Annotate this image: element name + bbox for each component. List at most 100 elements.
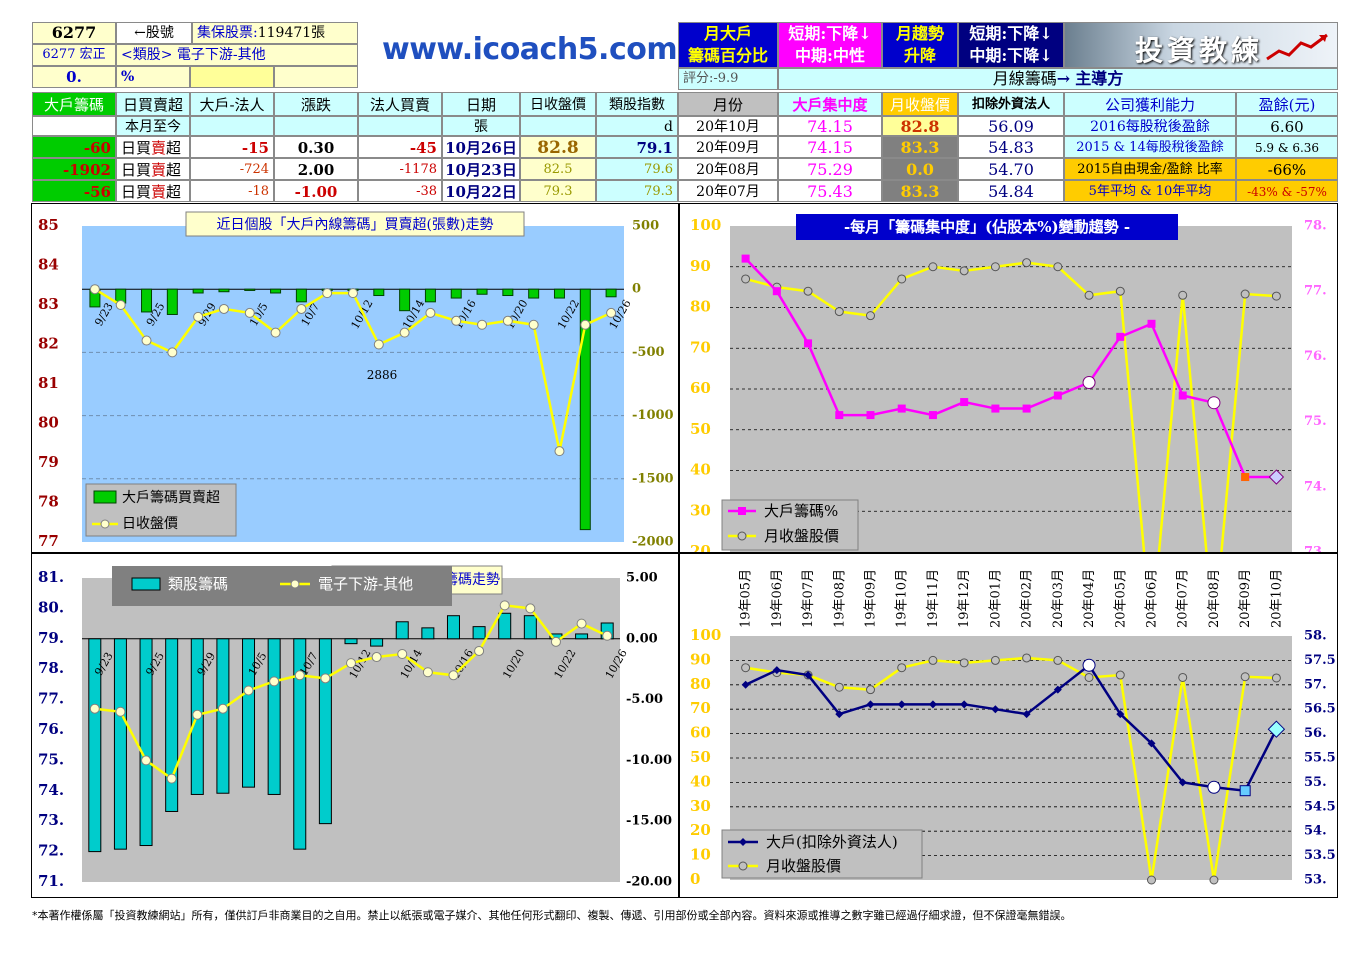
daily-header-big: 大戶籌碼: [32, 92, 116, 116]
legend-swatch-bar: [131, 577, 161, 591]
line-point: [448, 670, 459, 681]
daily-close-value: 82.8: [520, 136, 596, 158]
line-point-ex-foreign: [804, 671, 813, 680]
y-right-tick-label: -1500: [632, 471, 674, 486]
bar: [318, 638, 332, 825]
monthly-conc-value: 75.29: [778, 158, 882, 180]
line-point-ex-foreign: [866, 700, 875, 709]
line-point-concentration: [960, 398, 969, 407]
line-point-ex-foreign: [835, 710, 844, 719]
y-left-tick-label: 80: [690, 675, 711, 693]
bar: [579, 288, 591, 531]
y-right-tick-label: -5.00: [626, 692, 663, 707]
line-point: [167, 347, 178, 358]
short-trend-1: 短期:下降↓: [779, 23, 881, 45]
profit-value: 6.60: [1236, 116, 1338, 136]
monthly-conc-value: 74.15: [778, 116, 882, 136]
legend-label-line: 日收盤價: [122, 515, 178, 532]
website-link[interactable]: www.icoach5.com: [382, 32, 678, 67]
line-point: [296, 303, 307, 314]
x-tick-label: 19年08月: [832, 569, 847, 628]
chart-sector-chip: 81. 80. 79. 78. 77. 76. 75. 74. 73. 72. 71. 5.00 0.0…: [31, 553, 679, 898]
y-right-tick-label: 54.: [1304, 824, 1327, 839]
logo-text: 投資教練: [1135, 34, 1264, 67]
y-right-tick-label: 55.: [1304, 775, 1327, 790]
bar: [139, 638, 153, 847]
x-tick-label: 19年10月: [895, 569, 910, 628]
bar: [446, 615, 460, 640]
bar: [344, 638, 358, 645]
daily-close-value: 79.3: [520, 180, 596, 202]
bar: [523, 615, 537, 640]
monthly-conc-value: 74.15: [778, 136, 882, 158]
bar: [399, 288, 411, 312]
line-point: [606, 307, 617, 318]
profit-value: -43% & -57%: [1236, 180, 1338, 202]
monthly-chip-label: 月線籌碼: [992, 69, 1057, 88]
bar: [244, 288, 256, 291]
chart-monthly-ex-foreign-svg: 19年05月 19年06月 19年07月 19年08月 19年09月 19年10月 19年1…: [690, 569, 1336, 888]
daily-header-index: 類股指數: [596, 92, 678, 116]
month-trend-title-2: 升降: [903, 46, 936, 65]
y-right-tick-label: 77.: [1304, 284, 1327, 299]
y-right-tick-label: 57.5: [1304, 653, 1336, 668]
title-box: [185, 211, 525, 237]
y-left-tick-label: 20: [690, 542, 711, 552]
y-left-tick-label: 40: [690, 772, 711, 790]
monthly-month-value: 20年07月: [678, 180, 778, 202]
y-left-tick-label: 100: [690, 626, 721, 644]
daily-net-label-label-pre: 日買: [121, 161, 152, 179]
bar: [373, 288, 385, 297]
line-point: [193, 311, 204, 322]
y-right-tick-label: -500: [632, 345, 665, 360]
y-right-tick-label: 500: [632, 219, 659, 234]
monthly-conc-value: 75.43: [778, 180, 882, 202]
line-point: [217, 703, 228, 714]
x-tick-label: 20年07月: [1176, 569, 1191, 628]
stock-code[interactable]: 6277: [32, 22, 116, 44]
y-left-tick-label: 81.: [38, 568, 64, 586]
mid-trend-1: 中期:中性: [779, 45, 881, 67]
footer-disclaimer: *本著作權係屬「投資教練網站」所有，僅供訂戶非商業目的之自用。禁止以紙張或電子媒…: [32, 909, 1072, 922]
bar: [502, 288, 514, 297]
legend-label-concentration: 大戶籌碼%: [764, 502, 838, 520]
x-tick-label: 19年12月: [957, 569, 972, 628]
y-right-tick-label: 76.: [1304, 349, 1327, 364]
y-left-tick-label: 85: [38, 216, 59, 234]
x-tick-label: 19年09月: [864, 569, 879, 628]
bar: [424, 288, 436, 303]
daily-inst-value: -1178: [358, 158, 442, 180]
daily-sub-blank: [32, 116, 116, 136]
monthly-month-value: 20年10月: [678, 116, 778, 136]
y-right-tick-label: 0: [632, 282, 641, 297]
bar: [528, 288, 540, 299]
x-tick-label: 19年11月: [926, 569, 941, 628]
daily-big-value: -1902: [32, 158, 116, 180]
bar: [192, 288, 204, 294]
y-right-tick-label: 73.: [1304, 545, 1327, 553]
line-point-concentration: [1053, 391, 1062, 400]
line-point: [371, 652, 382, 663]
y-left-tick-label: 78: [38, 493, 59, 511]
line-point-close: [1053, 262, 1063, 272]
y-right-tick-label: -20.00: [626, 875, 672, 890]
short-mid-trend-1: 短期:下降↓ 中期:中性: [778, 22, 882, 68]
line-point: [348, 288, 358, 299]
daily-date-value: 10月26日: [442, 136, 520, 158]
y-right-tick-label: 53.: [1304, 873, 1327, 888]
line-point-close: [959, 266, 969, 276]
profit-label: 2016每股稅後盈餘: [1064, 116, 1236, 136]
x-tick-label: 20年09月: [1238, 569, 1253, 628]
x-tick-label: 19年05月: [739, 569, 754, 628]
y-left-tick-label: 78.: [38, 659, 64, 677]
line-point: [425, 307, 436, 318]
y-right-tick-label: -10.00: [626, 753, 672, 768]
y-left-tick-label: 79.: [38, 629, 64, 647]
daily-diff-value: -724: [190, 158, 274, 180]
monthly-chip: 月線籌碼→ 主導方: [778, 68, 1338, 90]
bar: [472, 626, 486, 640]
daily-change-value: 0.30: [274, 136, 358, 158]
bar: [421, 627, 435, 640]
monthly-close-value: 83.3: [882, 180, 958, 202]
line-point-ex-foreign: [772, 666, 781, 675]
